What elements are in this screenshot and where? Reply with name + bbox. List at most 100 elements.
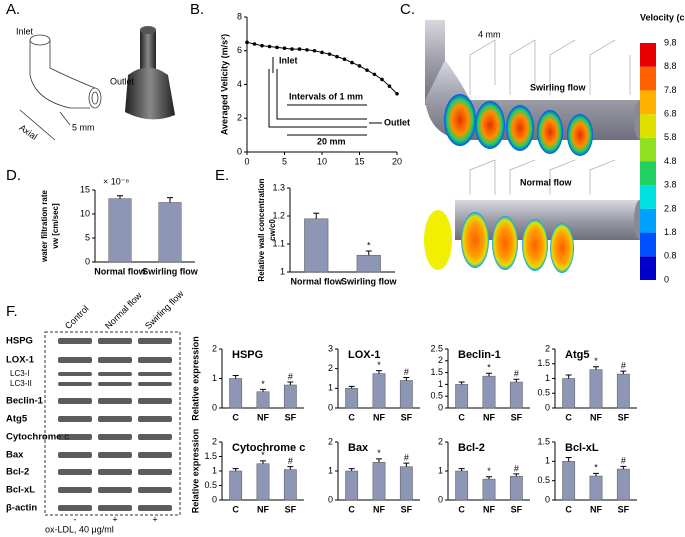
blot-band <box>58 469 92 475</box>
bar <box>283 469 297 501</box>
inset-label: 20 mm <box>317 136 346 146</box>
significance-mark: # <box>514 369 519 379</box>
bar <box>589 369 603 409</box>
error-bar <box>513 473 520 477</box>
chart-title: HSPG <box>232 349 263 361</box>
error-bar <box>458 468 465 471</box>
label-spacing: 4 mm <box>478 29 501 39</box>
error-bar <box>260 460 266 464</box>
y-tick-label: 3 <box>328 343 333 353</box>
blot-band <box>98 338 132 344</box>
panel-label: B. <box>190 1 204 18</box>
y-tick-label: 4 <box>237 79 242 89</box>
x-tick-label: NF <box>257 504 269 514</box>
error-bar <box>593 472 599 477</box>
bar <box>108 198 132 263</box>
y-tick-label: 1 <box>328 465 333 475</box>
data-point <box>327 52 332 56</box>
x-tick-label: SF <box>285 504 297 514</box>
bar <box>616 373 630 409</box>
error-bar <box>313 212 320 219</box>
error-bar <box>365 250 372 256</box>
y-tick-label: 10 <box>80 208 90 218</box>
bar <box>229 378 243 409</box>
y-tick-label: 0 <box>545 402 550 412</box>
blot-row-label: LOX-1 <box>6 355 35 366</box>
error-bar <box>232 375 239 379</box>
y-tick-label: 2.5 <box>430 343 443 353</box>
x-tick-label: NF <box>483 504 495 514</box>
treatment-sign: + <box>152 514 157 524</box>
blot-band <box>58 382 92 386</box>
significance-mark: # <box>621 361 626 371</box>
blot-band <box>138 382 172 386</box>
error-bar <box>403 377 410 381</box>
chart-title: LOX-1 <box>348 349 380 361</box>
x-tick-label: SF <box>401 504 413 514</box>
x-tick-label: 15 <box>354 156 364 166</box>
bar <box>455 384 469 409</box>
data-point <box>290 47 294 51</box>
error-bar <box>593 366 599 370</box>
error-bar <box>403 462 410 467</box>
y-axis-label: vw [cm/sec] <box>51 203 60 249</box>
y-tick-label: 1.5 <box>537 358 550 368</box>
x-tick-label: C <box>565 412 572 422</box>
blot-band <box>58 452 92 458</box>
y-tick-label: 1 <box>545 456 550 466</box>
panel-label: F. <box>6 303 18 320</box>
bar <box>158 202 182 263</box>
blot-band <box>98 398 132 404</box>
significance-mark: # <box>288 371 293 381</box>
blot-band <box>138 398 172 404</box>
blot-band <box>98 434 132 440</box>
colorbar-band <box>640 114 656 138</box>
bar <box>256 463 270 501</box>
colorbar-band <box>640 256 656 280</box>
significance-mark: * <box>487 363 491 373</box>
cfd-render <box>424 20 646 273</box>
y-tick-label: 1 <box>438 465 443 475</box>
blot-band <box>58 505 92 511</box>
chart-title: Atg5 <box>565 349 589 361</box>
blot-band <box>98 469 132 475</box>
colorbar-band <box>640 66 656 91</box>
label-inlet: Inlet <box>16 26 34 36</box>
significance-mark: * <box>377 360 381 370</box>
treatment-sign: + <box>112 514 117 524</box>
significance-mark: * <box>261 379 265 389</box>
y-tick-label: 1 <box>328 383 333 393</box>
blot-band <box>138 487 172 493</box>
x-tick-label: NF <box>483 412 495 422</box>
colorbar-tick-label: 0.8 <box>664 251 677 261</box>
data-point <box>395 91 399 96</box>
x-tick-label: NF <box>590 412 602 422</box>
y-tick-label: 2 <box>237 113 242 123</box>
bar <box>562 461 576 501</box>
significance-mark: * <box>594 463 598 473</box>
y-tick-label: 6 <box>237 45 242 55</box>
y-tick-label: 0 <box>212 402 217 412</box>
colorbar-band <box>640 208 656 233</box>
blot-band <box>58 357 92 363</box>
blot-band <box>138 452 172 458</box>
x-tick-label: C <box>458 412 465 422</box>
data-point <box>357 64 362 68</box>
y-tick-label: 1.1 <box>272 238 285 248</box>
blot-column-label: Normal flow <box>103 290 144 331</box>
y-tick-label: 1.3 <box>272 182 285 192</box>
bar <box>482 375 496 409</box>
bar <box>589 475 603 501</box>
blot-band <box>98 416 132 422</box>
chart-title: Beclin-1 <box>458 349 501 361</box>
blot-band <box>98 372 132 376</box>
bar <box>509 475 523 501</box>
blot-band <box>138 416 172 422</box>
error-bar <box>620 465 627 470</box>
error-bar <box>620 370 627 375</box>
blot-band <box>138 338 172 344</box>
inset-label: Outlet <box>384 117 410 127</box>
error-bar <box>486 372 492 377</box>
y-tick-label: 1.5 <box>204 451 217 461</box>
error-bar <box>486 476 492 480</box>
